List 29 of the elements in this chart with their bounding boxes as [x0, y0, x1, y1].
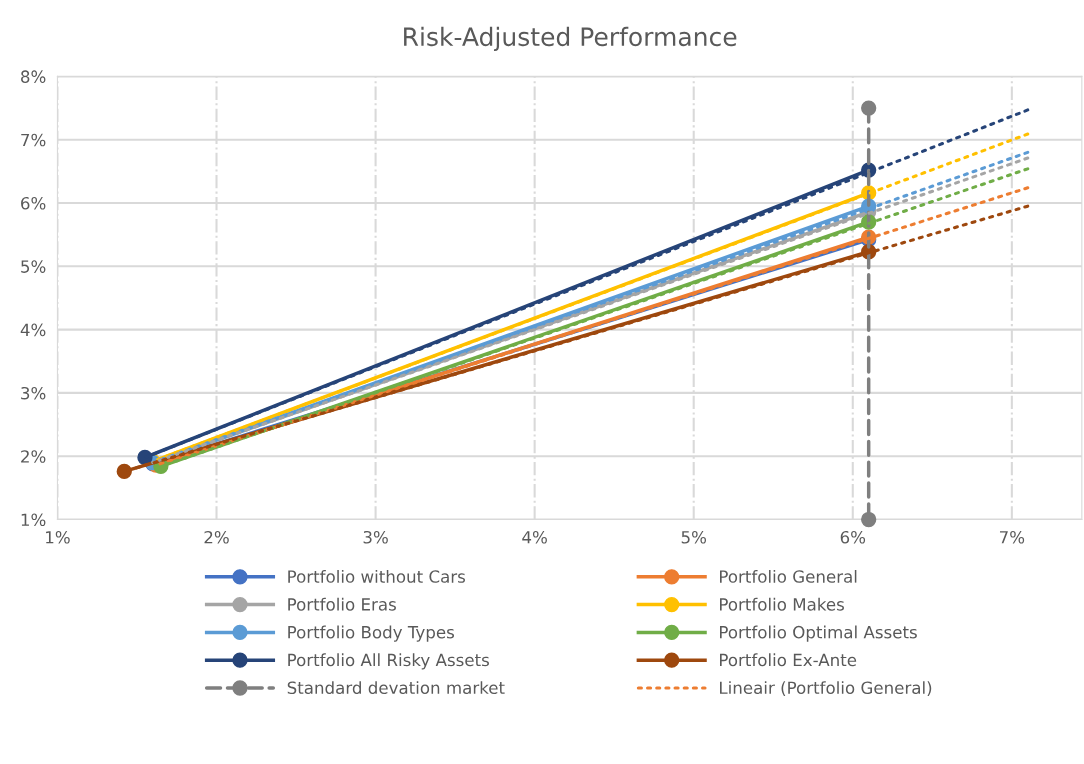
x-tick-label: 1%	[46, 530, 70, 544]
legend-label: Lineair (Portfolio General)	[720, 681, 932, 697]
point	[861, 100, 877, 116]
y-tick-label: 3%	[21, 386, 46, 400]
legend-label: Portfolio All Risky Assets	[288, 653, 489, 670]
legend-label: Portfolio without Cars	[288, 569, 466, 583]
y-tick-label: 7%	[21, 133, 46, 147]
y-tick-label: 1%	[21, 513, 46, 527]
y-tick-label: 2%	[21, 450, 46, 463]
legend-label: Portfolio General	[720, 569, 857, 583]
y-tick-label: 8%	[21, 70, 46, 83]
y-tick-label: 4%	[20, 323, 46, 337]
legend-label: Portfolio Optimal Assets	[720, 625, 917, 642]
x-tick-label: 4%	[522, 530, 547, 544]
legend-label: Standard devation market	[287, 681, 505, 695]
legend-label: Portfolio Body Types	[288, 625, 455, 642]
point	[116, 463, 132, 480]
x-tick-label: 5%	[681, 530, 707, 544]
legend-label: Portfolio Eras	[288, 597, 396, 611]
x-tick-label: 3%	[363, 530, 388, 544]
point	[861, 511, 877, 528]
x-tick-label: 2%	[204, 530, 229, 544]
y-tick-label: 5%	[21, 260, 46, 273]
chart-title: Risk-Adjusted Performance	[404, 26, 737, 52]
x-tick-label: 6%	[840, 530, 866, 544]
legend-label: Portfolio Ex-Ante	[720, 653, 857, 667]
legend-label: Portfolio Makes	[720, 597, 844, 611]
x-tick-label: 7%	[999, 530, 1025, 544]
y-tick-label: 6%	[21, 196, 46, 210]
